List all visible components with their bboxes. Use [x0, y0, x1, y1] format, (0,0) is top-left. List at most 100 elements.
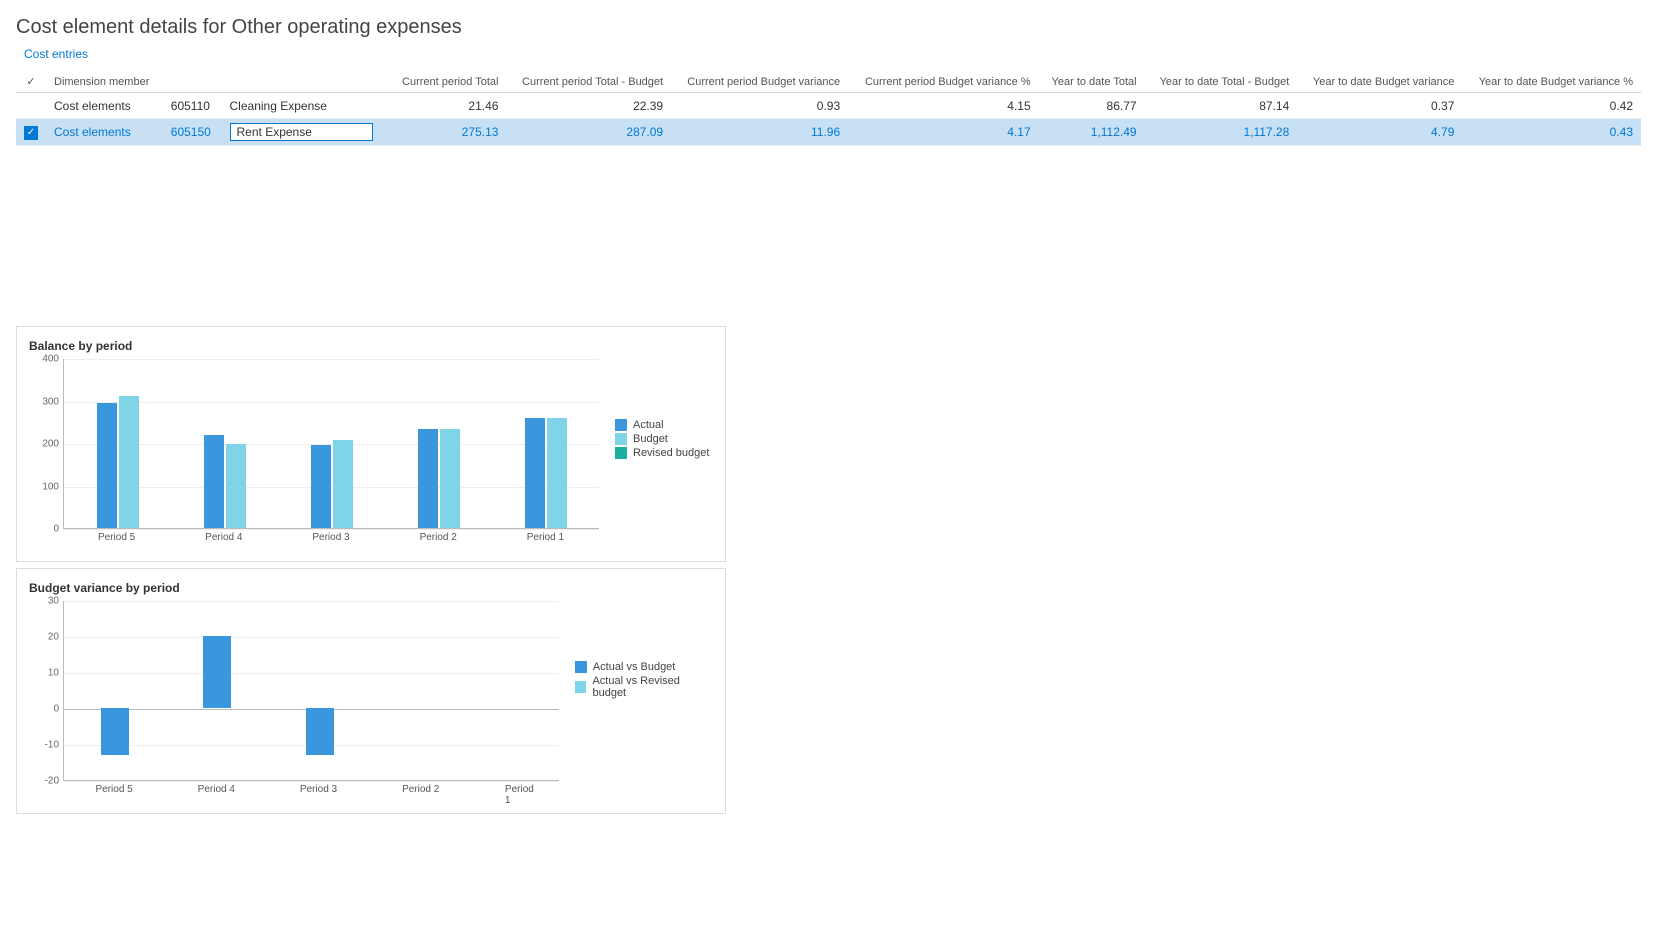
cell-cp-variance[interactable]: 0.93: [671, 93, 848, 119]
column-cp-total-budget[interactable]: Current period Total - Budget: [506, 71, 671, 93]
bar: [97, 403, 117, 528]
chart-title: Budget variance by period: [29, 581, 713, 595]
cell-dimension-member[interactable]: Cost elements: [46, 93, 163, 119]
bar: [204, 435, 224, 528]
y-tick-label: 300: [42, 396, 59, 407]
bar: [547, 418, 567, 528]
cell-cp-total-budget[interactable]: 22.39: [506, 93, 671, 119]
cell-cp-variance-pct[interactable]: 4.15: [848, 93, 1039, 119]
bar: [333, 440, 353, 528]
x-tick-label: Period 4: [205, 532, 242, 543]
x-tick-label: Period 2: [402, 784, 439, 795]
cell-ytd-variance-pct[interactable]: 0.43: [1462, 119, 1641, 146]
chart-plot: 0100200300400Period 5Period 4Period 3Per…: [29, 359, 599, 549]
x-tick-label: Period 2: [420, 532, 457, 543]
cell-ytd-variance[interactable]: 4.79: [1297, 119, 1462, 146]
checkbox-icon[interactable]: [24, 97, 38, 111]
y-tick-label: -20: [45, 776, 59, 787]
y-tick-label: 0: [53, 704, 59, 715]
bar: [440, 429, 460, 528]
cell-ytd-variance-pct[interactable]: 0.42: [1462, 93, 1641, 119]
bar-group: [204, 359, 246, 528]
bar: [311, 445, 331, 528]
legend-label: Actual: [633, 419, 664, 431]
bar-group: [97, 359, 139, 528]
y-tick-label: 0: [53, 524, 59, 535]
y-tick-label: 30: [48, 596, 59, 607]
column-dimension-member[interactable]: Dimension member: [46, 71, 163, 93]
chart-legend: Actual Budget Revised budget: [599, 359, 709, 461]
cell-code[interactable]: 605150: [163, 119, 222, 146]
legend-swatch: [575, 681, 587, 693]
cell-name[interactable]: Rent Expense: [222, 119, 389, 146]
checkbox-icon[interactable]: ✓: [24, 126, 38, 140]
bar-group: [311, 359, 353, 528]
column-select-all[interactable]: ✓: [16, 71, 46, 93]
cell-cp-total-budget[interactable]: 287.09: [506, 119, 671, 146]
cost-elements-table: ✓ Dimension member Current period Total …: [16, 71, 1641, 146]
row-checkbox[interactable]: [16, 93, 46, 119]
column-cp-total[interactable]: Current period Total: [389, 71, 507, 93]
cell-ytd-total-budget[interactable]: 1,117.28: [1145, 119, 1298, 146]
column-code[interactable]: [163, 71, 222, 93]
column-ytd-variance[interactable]: Year to date Budget variance: [1297, 71, 1462, 93]
bar-group: [101, 601, 129, 780]
bar-group: [525, 359, 567, 528]
cell-ytd-total[interactable]: 1,112.49: [1039, 119, 1145, 146]
cell-ytd-variance[interactable]: 0.37: [1297, 93, 1462, 119]
legend-swatch: [615, 447, 627, 459]
cell-code[interactable]: 605110: [163, 93, 222, 119]
bar: [119, 396, 139, 528]
cell-cp-variance-pct[interactable]: 4.17: [848, 119, 1039, 146]
legend-item: Actual vs Budget: [575, 661, 713, 673]
table-row[interactable]: ✓ Cost elements605150Rent Expense275.1328…: [16, 119, 1641, 146]
chart-legend: Actual vs Budget Actual vs Revised budget: [559, 601, 713, 701]
bar: [203, 636, 231, 708]
bar-group: [306, 601, 334, 780]
x-tick-label: Period 1: [527, 532, 564, 543]
column-cp-variance-pct[interactable]: Current period Budget variance %: [848, 71, 1039, 93]
bar: [525, 418, 545, 528]
bar-group: [203, 601, 231, 780]
cell-ytd-total[interactable]: 86.77: [1039, 93, 1145, 119]
cell-cp-variance[interactable]: 11.96: [671, 119, 848, 146]
cell-dimension-member[interactable]: Cost elements: [46, 119, 163, 146]
legend-label: Actual vs Budget: [593, 661, 676, 673]
bar: [418, 429, 438, 528]
chart-plot: -20-100102030Period 5Period 4Period 3Per…: [29, 601, 559, 801]
legend-label: Budget: [633, 433, 668, 445]
cost-entries-link[interactable]: Cost entries: [24, 47, 88, 61]
legend-item: Actual vs Revised budget: [575, 675, 713, 699]
bar: [306, 708, 334, 755]
chart-title: Balance by period: [29, 339, 713, 353]
y-tick-label: -10: [45, 740, 59, 751]
table-row[interactable]: Cost elements605110Cleaning Expense21.46…: [16, 93, 1641, 119]
x-tick-label: Period 4: [198, 784, 235, 795]
page-title: Cost element details for Other operating…: [16, 16, 1641, 39]
cell-cp-total[interactable]: 21.46: [389, 93, 507, 119]
legend-label: Revised budget: [633, 447, 709, 459]
bar: [101, 708, 129, 755]
x-tick-label: Period 5: [98, 532, 135, 543]
legend-swatch: [575, 661, 587, 673]
column-ytd-total[interactable]: Year to date Total: [1039, 71, 1145, 93]
x-tick-label: Period 3: [312, 532, 349, 543]
column-ytd-variance-pct[interactable]: Year to date Budget variance %: [1462, 71, 1641, 93]
column-cp-variance[interactable]: Current period Budget variance: [671, 71, 848, 93]
y-tick-label: 20: [48, 632, 59, 643]
y-tick-label: 400: [42, 354, 59, 365]
column-ytd-total-budget[interactable]: Year to date Total - Budget: [1145, 71, 1298, 93]
column-name[interactable]: [222, 71, 389, 93]
cell-cp-total[interactable]: 275.13: [389, 119, 507, 146]
x-tick-label: Period 5: [95, 784, 132, 795]
budget-variance-by-period-chart: Budget variance by period -20 -10 0 10 20 30 P…: [16, 568, 726, 814]
y-tick-label: 10: [48, 668, 59, 679]
y-tick-label: 200: [42, 439, 59, 450]
bar: [226, 444, 246, 528]
legend-swatch: [615, 433, 627, 445]
row-checkbox[interactable]: ✓: [16, 119, 46, 146]
cell-ytd-total-budget[interactable]: 87.14: [1145, 93, 1298, 119]
legend-label: Actual vs Revised budget: [592, 675, 713, 699]
cell-name[interactable]: Cleaning Expense: [222, 93, 389, 119]
legend-swatch: [615, 419, 627, 431]
